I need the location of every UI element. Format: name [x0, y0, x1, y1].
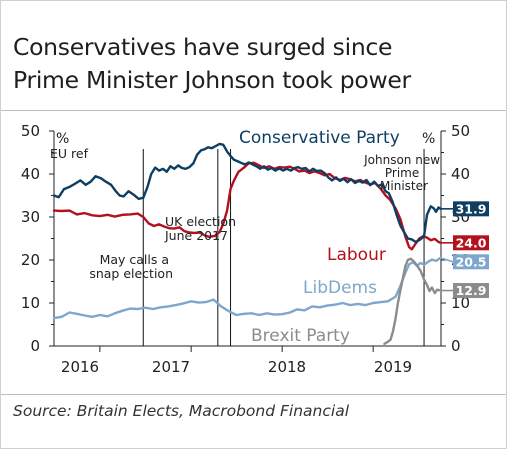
end-badge-labour	[453, 235, 489, 251]
title-line-2: Prime Minister Johnson took power	[13, 66, 411, 94]
y-tick-label-right-0: 0	[451, 337, 461, 355]
x-tick-label-2018: 2018	[268, 358, 306, 376]
y-unit-left: %	[56, 131, 69, 147]
annotation-may-calls-line-2: snap election	[89, 266, 173, 281]
end-badge-brexit-party	[453, 283, 489, 299]
annotation-johnson-line-2: Prime	[385, 166, 419, 180]
end-value-brexit-party: 12.9	[456, 283, 487, 298]
series-label-libdems: LibDems	[303, 278, 377, 298]
series-line-conservative-party	[52, 142, 442, 244]
annotation-johnson-line-1: Johnson new	[363, 153, 440, 167]
end-leader-libdems	[440, 257, 454, 263]
annotation-uk-election-line-2: June 2017	[164, 228, 228, 243]
annotation-eu-ref-text: EU ref	[50, 146, 89, 161]
x-tick-label-2019: 2019	[374, 358, 412, 376]
y-tick-label-left-0: 0	[30, 337, 40, 355]
series-line-brexit-party	[383, 257, 442, 346]
annotation-uk-election: UK election June 2017	[164, 214, 240, 243]
x-tick-label-2016: 2016	[61, 358, 99, 376]
end-badge-libdems	[453, 254, 489, 270]
y-tick-label-left-30: 30	[21, 208, 40, 226]
end-value-labour: 24.0	[456, 235, 487, 250]
y-tick-label-left-20: 20	[21, 251, 40, 269]
y-tick-label-right-10: 10	[451, 294, 470, 312]
end-value-libdems: 20.5	[456, 254, 487, 269]
annotations: EU ref May calls a snap election UK elec…	[50, 146, 444, 281]
title-divider	[1, 110, 506, 111]
series-lines	[52, 142, 442, 346]
series-label-conservative: Conservative Party	[239, 128, 400, 148]
y-tick-label-right-40: 40	[451, 165, 470, 183]
y-tick-label-left-40: 40	[21, 165, 40, 183]
annotation-uk-election-line-1: UK election	[165, 214, 236, 229]
end-badge-conservative-party	[453, 201, 489, 217]
y-tick-label-left-10: 10	[21, 294, 40, 312]
x-ticks: 2016 2017 2018 2019	[61, 346, 412, 376]
end-value-badges: 31.9 24.0 20.5 12.9	[440, 201, 489, 299]
annotation-may-calls: May calls a snap election	[89, 252, 173, 281]
y-tick-label-left-50: 50	[21, 122, 40, 140]
poll-line-chart: 0010102020303040405050 % % 2016 2017 201…	[21, 122, 489, 376]
series-label-labour: Labour	[327, 245, 386, 265]
series-label-brexit: Brexit Party	[251, 326, 350, 346]
y-unit-right: %	[422, 131, 435, 147]
title-line-1: Conservatives have surged since	[13, 33, 393, 61]
y-tick-label-right-50: 50	[451, 122, 470, 140]
series-line-labour	[52, 161, 442, 251]
annotation-may-calls-line-1: May calls a	[100, 252, 169, 267]
annotation-eu-ref: EU ref	[50, 146, 89, 161]
series-labels: Conservative Party Labour LibDems Brexit…	[239, 128, 400, 346]
source-divider	[1, 394, 506, 395]
annotation-johnson-line-3: Minister	[380, 179, 428, 193]
chart-title: Conservatives have surged since Prime Mi…	[13, 31, 411, 97]
end-value-conservative-party: 31.9	[456, 201, 487, 216]
source-note: Source: Britain Elects, Macrobond Financ…	[13, 402, 349, 420]
x-tick-label-2017: 2017	[152, 358, 190, 376]
annotation-johnson: Johnson new Prime Minister	[363, 153, 444, 193]
